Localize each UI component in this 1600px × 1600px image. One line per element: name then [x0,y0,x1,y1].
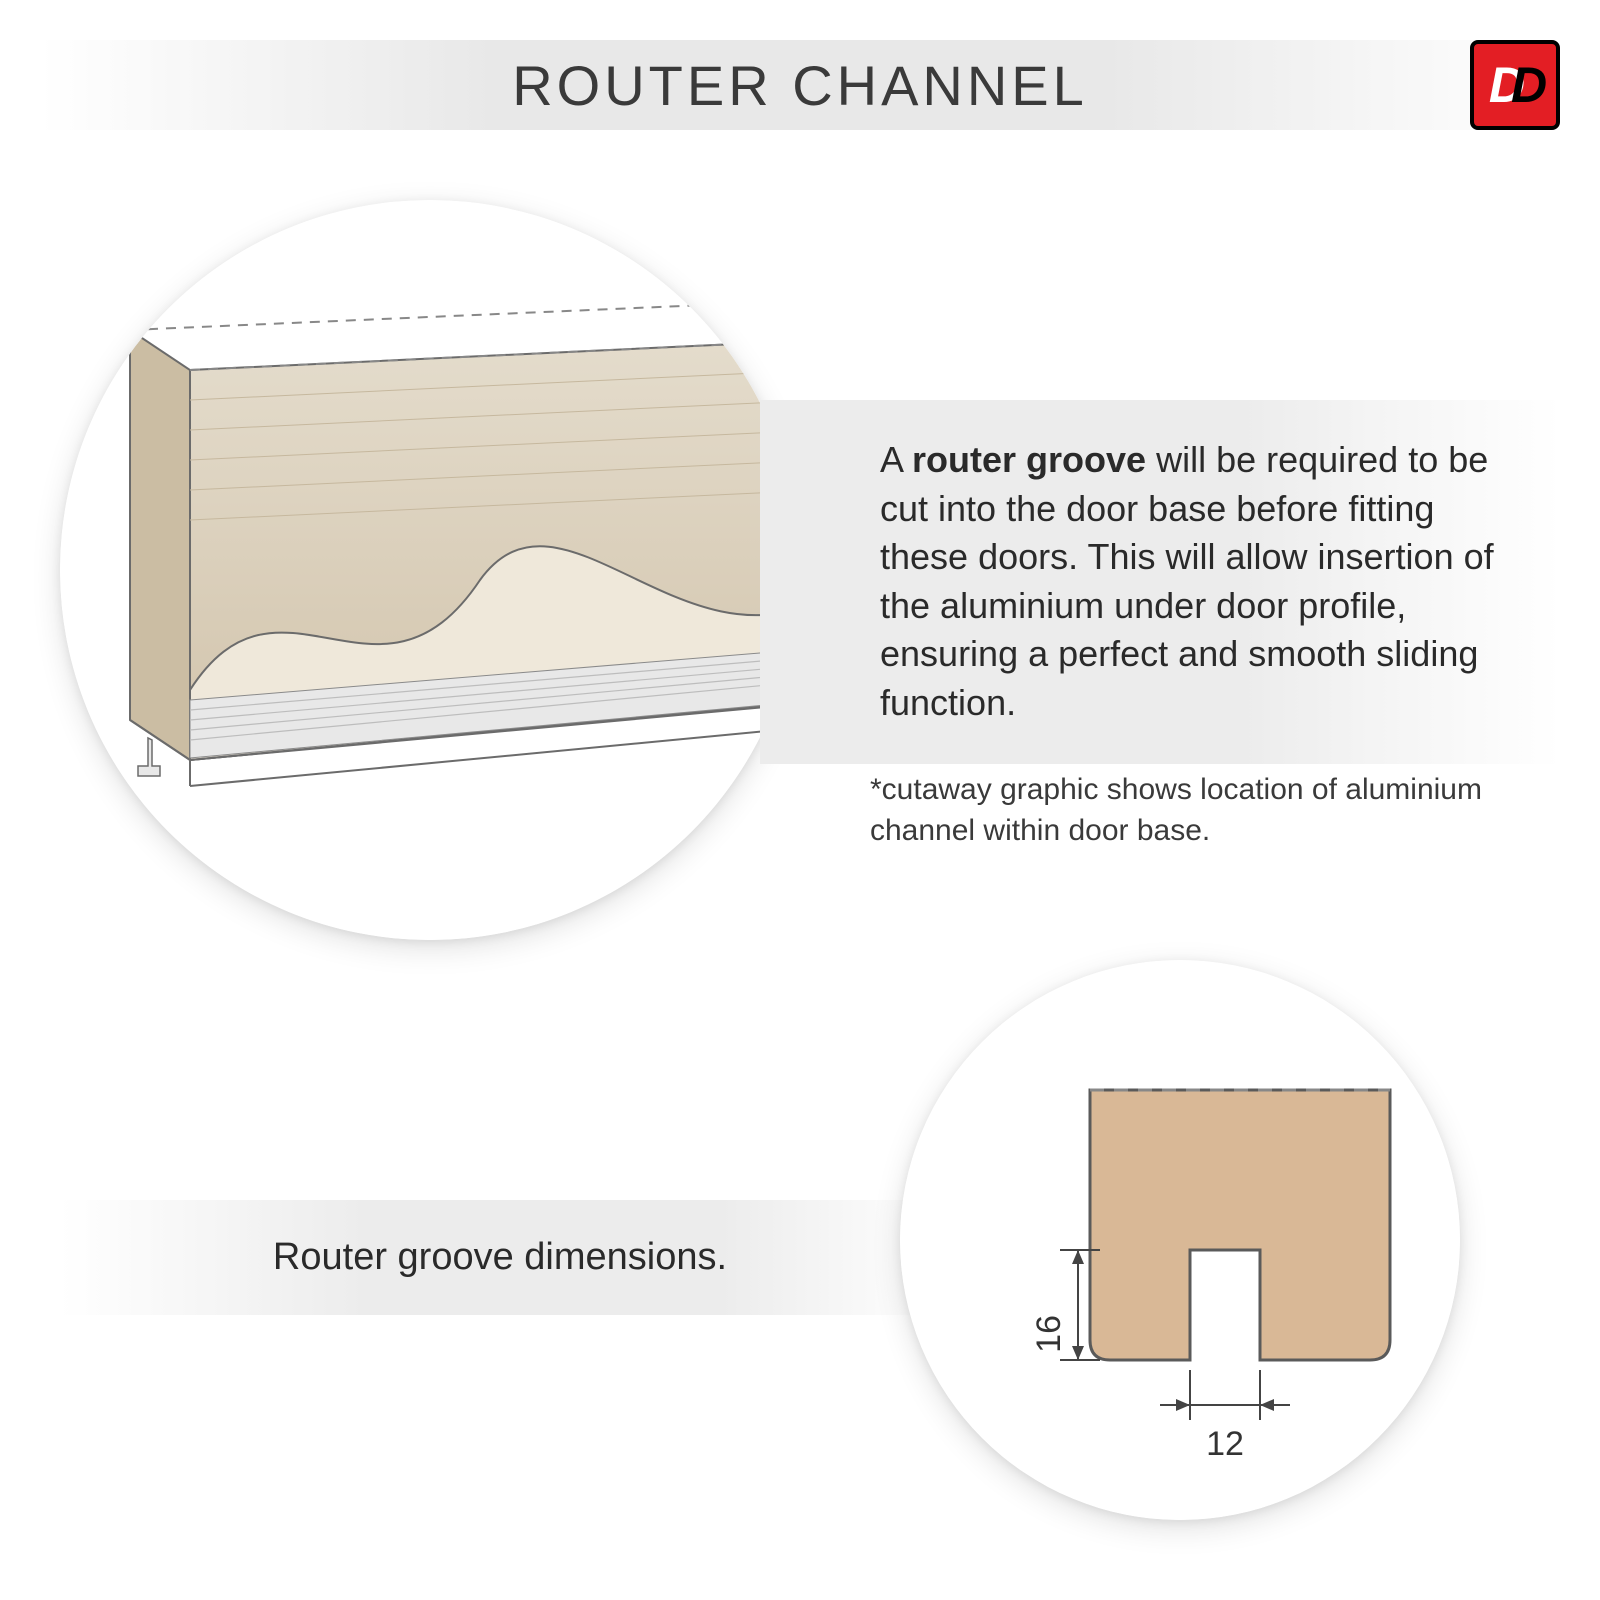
width-value: 12 [1206,1425,1244,1463]
logo-letters: DD [1489,56,1541,114]
description-bar: A router groove will be required to be c… [760,400,1560,764]
title-bar: ROUTER CHANNEL [40,40,1560,130]
groove-svg: 16 12 [900,960,1460,1520]
description-text: A router groove will be required to be c… [880,436,1500,728]
dimensions-bar: Router groove dimensions. [60,1200,940,1315]
desc-before: A [880,439,912,480]
page-title: ROUTER CHANNEL [512,53,1088,118]
depth-value: 16 [1030,1315,1068,1353]
description-note: *cutaway graphic shows location of alumi… [870,770,1520,851]
groove-circle: 16 12 [900,960,1460,1520]
desc-after: will be required to be cut into the door… [880,439,1494,723]
desc-bold: router groove [912,439,1146,480]
cutaway-svg [60,200,800,940]
brand-logo: DD [1470,40,1560,130]
logo-letter-2: D [1511,57,1541,113]
cutaway-circle [60,200,800,940]
dimensions-label: Router groove dimensions. [273,1236,727,1279]
